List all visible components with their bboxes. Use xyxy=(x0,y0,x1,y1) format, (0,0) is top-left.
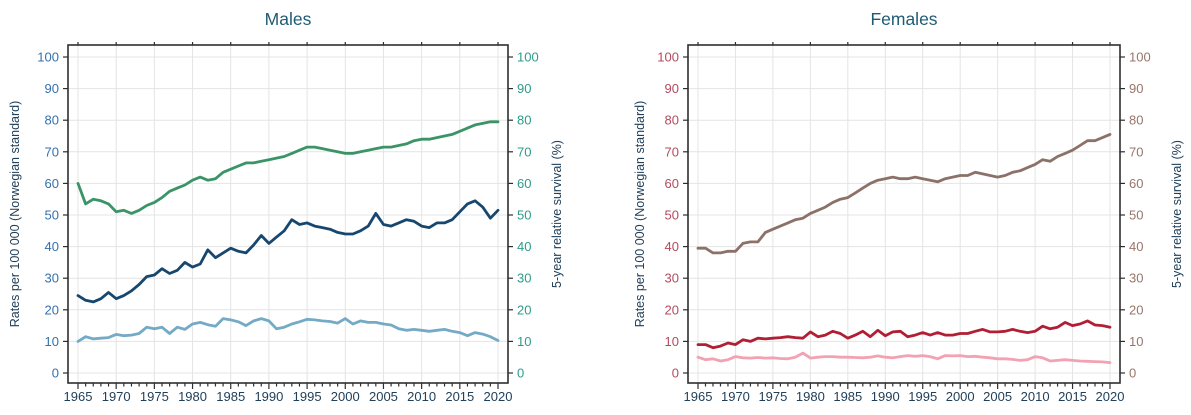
right-tick-label: 70 xyxy=(517,144,531,159)
x-tick-label: 2010 xyxy=(1021,389,1050,404)
right-tick-label: 20 xyxy=(517,302,531,317)
left-tick-label: 60 xyxy=(45,176,59,191)
left-tick-label: 50 xyxy=(665,208,679,223)
right-tick-label: 0 xyxy=(1129,366,1136,381)
right-tick-label: 100 xyxy=(1129,50,1151,65)
left-tick-label: 50 xyxy=(45,208,59,223)
x-tick-label: 1970 xyxy=(102,389,131,404)
females-rate-light-line xyxy=(696,351,1112,365)
left-tick-label: 100 xyxy=(657,50,679,65)
right-tick-label: 50 xyxy=(517,208,531,223)
x-tick-label: 1995 xyxy=(293,389,322,404)
left-tick-label: 40 xyxy=(665,239,679,254)
x-tick-label: 1980 xyxy=(796,389,825,404)
left-tick-label: 40 xyxy=(45,239,59,254)
x-tick-label: 2000 xyxy=(946,389,975,404)
left-tick-label: 90 xyxy=(45,81,59,96)
females-survival-right-axis-line xyxy=(696,132,1112,255)
right-tick-label: 30 xyxy=(1129,271,1143,286)
males-left-axis-label: Rates per 100 000 (Norwegian standard) xyxy=(8,100,22,328)
right-tick-label: 40 xyxy=(517,239,531,254)
x-tick-label: 1965 xyxy=(64,389,93,404)
males-right-axis-label: 5-year relative survival (%) xyxy=(550,140,564,288)
x-tick-label: 2020 xyxy=(484,389,513,404)
x-tick-label: 1975 xyxy=(140,389,169,404)
x-tick-label: 2005 xyxy=(983,389,1012,404)
axis-ticks xyxy=(63,42,513,389)
males-survival-right-axis-line xyxy=(76,120,500,215)
females-chart-title: Females xyxy=(870,9,938,29)
x-tick-label: 2010 xyxy=(407,389,436,404)
left-tick-label: 60 xyxy=(665,176,679,191)
right-tick-label: 60 xyxy=(517,176,531,191)
left-tick-label: 90 xyxy=(665,81,679,96)
x-tick-label: 1985 xyxy=(216,389,245,404)
right-tick-label: 40 xyxy=(1129,239,1143,254)
right-tick-label: 90 xyxy=(517,81,531,96)
x-tick-label: 2000 xyxy=(331,389,360,404)
right-tick-label: 0 xyxy=(517,366,524,381)
x-tick-label: 1965 xyxy=(684,389,713,404)
x-tick-label: 1990 xyxy=(254,389,283,404)
left-tick-label: 20 xyxy=(45,302,59,317)
x-tick-label: 1975 xyxy=(758,389,787,404)
x-tick-label: 1970 xyxy=(721,389,750,404)
left-tick-label: 80 xyxy=(665,113,679,128)
right-tick-label: 30 xyxy=(517,271,531,286)
left-tick-label: 10 xyxy=(665,334,679,349)
females-right-axis-label: 5-year relative survival (%) xyxy=(1170,140,1184,288)
plot-frame xyxy=(687,44,1121,384)
males-rate-dark-line xyxy=(76,199,500,304)
left-tick-label: 10 xyxy=(45,334,59,349)
males-rate-light-line xyxy=(76,317,500,343)
x-tick-label: 2015 xyxy=(1058,389,1087,404)
right-tick-label: 50 xyxy=(1129,208,1143,223)
left-tick-label: 20 xyxy=(665,302,679,317)
plot-frame xyxy=(67,44,509,384)
left-tick-label: 100 xyxy=(37,50,59,65)
right-tick-label: 10 xyxy=(517,334,531,349)
left-tick-label: 70 xyxy=(665,144,679,159)
left-tick-label: 30 xyxy=(665,271,679,286)
right-tick-label: 70 xyxy=(1129,144,1143,159)
right-tick-label: 10 xyxy=(1129,334,1143,349)
right-tick-label: 20 xyxy=(1129,302,1143,317)
left-tick-label: 0 xyxy=(672,366,679,381)
x-tick-label: 1980 xyxy=(178,389,207,404)
right-tick-label: 60 xyxy=(1129,176,1143,191)
axis-ticks xyxy=(683,42,1125,389)
left-tick-label: 30 xyxy=(45,271,59,286)
right-tick-label: 90 xyxy=(1129,81,1143,96)
right-tick-label: 80 xyxy=(517,113,531,128)
females-rate-dark-line xyxy=(696,319,1112,350)
x-tick-label: 1990 xyxy=(871,389,900,404)
x-tick-label: 1985 xyxy=(833,389,862,404)
left-tick-label: 80 xyxy=(45,113,59,128)
x-tick-label: 2015 xyxy=(445,389,474,404)
x-tick-label: 2005 xyxy=(369,389,398,404)
right-tick-label: 100 xyxy=(517,50,539,65)
x-tick-label: 2020 xyxy=(1096,389,1125,404)
left-tick-label: 70 xyxy=(45,144,59,159)
females-left-axis-label: Rates per 100 000 (Norwegian standard) xyxy=(633,100,647,328)
right-tick-label: 80 xyxy=(1129,113,1143,128)
males-chart-title: Males xyxy=(264,9,312,29)
x-tick-label: 1995 xyxy=(908,389,937,404)
left-tick-label: 0 xyxy=(52,366,59,381)
gridlines xyxy=(68,45,508,383)
